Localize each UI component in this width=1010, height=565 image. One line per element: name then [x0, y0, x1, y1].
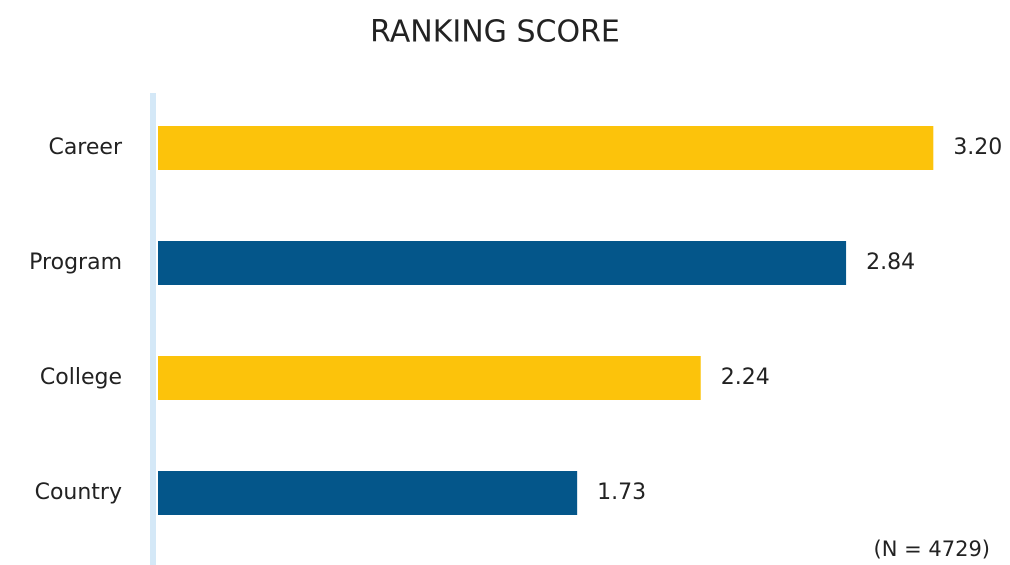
bar — [158, 126, 934, 170]
axis-line — [150, 93, 156, 565]
category-label: Career — [48, 135, 122, 160]
value-label: 3.20 — [953, 135, 1002, 160]
annotation: (N = 4729) — [874, 537, 990, 561]
chart-title: RANKING SCORE — [370, 15, 620, 50]
bar — [158, 241, 847, 285]
value-label: 1.73 — [597, 480, 646, 505]
value-label: 2.24 — [721, 365, 770, 390]
bar — [158, 471, 578, 515]
bar — [158, 356, 701, 400]
category-label: Program — [29, 250, 122, 275]
category-label: Country — [35, 480, 122, 505]
value-label: 2.84 — [866, 250, 915, 275]
category-label: College — [40, 365, 122, 390]
